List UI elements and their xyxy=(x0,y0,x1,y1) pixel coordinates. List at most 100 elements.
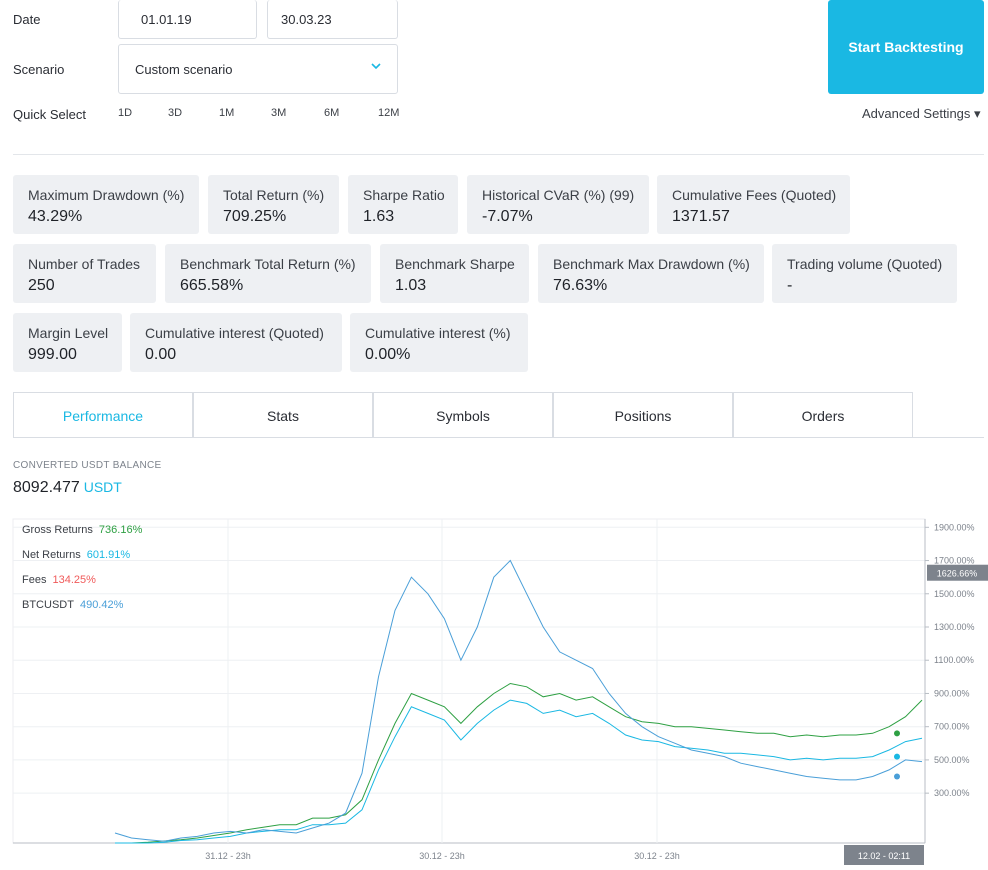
legend-gross-returns: Gross Returns 736.16% xyxy=(22,524,142,536)
quick-select-1d[interactable]: 1D xyxy=(118,107,133,119)
metric-title: Number of Trades xyxy=(28,256,141,272)
series-line-net-returns xyxy=(115,699,923,844)
crosshair-value-badge xyxy=(927,564,988,581)
series-line-gross-returns xyxy=(115,682,923,844)
metric-card-cumulative-interest-pct: Cumulative interest (%) 0.00% xyxy=(350,313,528,372)
legend-value: 134.25% xyxy=(52,574,96,586)
date-label: Date xyxy=(13,12,41,27)
metric-value: 1.63 xyxy=(363,208,395,225)
legend-label: Fees xyxy=(22,574,47,586)
metric-title: Sharpe Ratio xyxy=(363,187,445,203)
scenario-value: Custom scenario xyxy=(135,61,233,77)
quick-select-1m[interactable]: 1M xyxy=(219,107,235,119)
legend-value: 490.42% xyxy=(79,599,124,611)
metric-card-historical-cvar: Historical CVaR (%) (99) -7.07% xyxy=(467,175,649,234)
chevron-down-icon xyxy=(371,63,381,70)
legend-net-returns: Net Returns 601.91% xyxy=(22,549,130,561)
legend-btcusdt: BTCUSDT 490.42% xyxy=(22,599,123,611)
metric-value: 76.63% xyxy=(553,277,608,294)
metric-title: Total Return (%) xyxy=(223,187,325,203)
y-tick-label: 900.00% xyxy=(934,688,970,698)
tab-performance[interactable]: Performance xyxy=(13,392,193,438)
tab-positions[interactable]: Positions xyxy=(553,392,733,438)
metric-card-cumulative-fees: Cumulative Fees (Quoted) 1371.57 xyxy=(657,175,850,234)
scenario-label: Scenario xyxy=(13,62,65,77)
metric-title: Benchmark Sharpe xyxy=(395,256,515,272)
metric-title: Benchmark Max Drawdown (%) xyxy=(553,256,750,272)
x-tick-label: 31.12 - 23h xyxy=(205,851,251,861)
legend-fees: Fees 134.25% xyxy=(22,574,96,586)
crosshair-value-label: 1626.66% xyxy=(937,569,978,579)
legend-label: Net Returns xyxy=(22,549,81,561)
legend-value: 601.91% xyxy=(86,549,131,561)
metric-card-trading-volume: Trading volume (Quoted) - xyxy=(772,244,957,303)
performance-chart[interactable]: 300.00% 500.00% 700.00% 900.00% 1100.00% 1300… xyxy=(0,505,988,870)
metric-card-margin-level: Margin Level 999.00 xyxy=(13,313,122,372)
y-tick-label: 1500.00% xyxy=(934,589,975,599)
metric-card-benchmark-max-drawdown: Benchmark Max Drawdown (%) 76.63% xyxy=(538,244,764,303)
metric-card-max-drawdown: Maximum Drawdown (%) 43.29% xyxy=(13,175,199,234)
advanced-settings-toggle[interactable]: Advanced Settings ▾ xyxy=(862,106,981,121)
quick-select-label: Quick Select xyxy=(13,107,86,122)
metric-value: 1371.57 xyxy=(672,208,730,225)
series-marker-btcusdt xyxy=(894,773,900,780)
metric-card-total-return: Total Return (%) 709.25% xyxy=(208,175,339,234)
metric-value: 665.58% xyxy=(180,277,244,294)
metric-value: 250 xyxy=(28,277,55,294)
date-to-input[interactable]: 30.03.23 xyxy=(267,0,398,39)
series-marker-net-returns xyxy=(894,753,900,760)
metric-card-benchmark-total-return: Benchmark Total Return (%) 665.58% xyxy=(165,244,371,303)
y-tick-label: 500.00% xyxy=(934,755,970,765)
y-tick-label: 1700.00% xyxy=(934,556,975,566)
metric-value: 0.00% xyxy=(365,346,411,363)
tab-bar-underline xyxy=(13,437,984,438)
date-from-input[interactable]: 01.01.19 xyxy=(118,0,257,39)
balance-value-row: 8092.477 USDT xyxy=(13,479,122,497)
quick-select-3m[interactable]: 3M xyxy=(271,107,287,119)
scenario-select[interactable]: Custom scenario xyxy=(118,44,398,94)
x-tick-label: 30.12 - 23h xyxy=(634,851,680,861)
legend-value: 736.16% xyxy=(98,524,143,536)
tab-symbols[interactable]: Symbols xyxy=(373,392,553,438)
series-line-btcusdt xyxy=(114,559,923,842)
section-divider xyxy=(13,154,984,155)
y-tick-label: 300.00% xyxy=(934,788,970,798)
y-tick-label: 1100.00% xyxy=(934,655,974,665)
metric-value: 0.00 xyxy=(145,346,177,363)
quick-select-3d[interactable]: 3D xyxy=(168,107,183,119)
legend-label: BTCUSDT xyxy=(22,599,74,611)
metric-title: Maximum Drawdown (%) xyxy=(28,187,185,203)
x-tick-label: 30.12 - 23h xyxy=(419,851,465,861)
metric-title: Cumulative interest (Quoted) xyxy=(145,325,324,341)
tab-orders[interactable]: Orders xyxy=(733,392,913,438)
balance-title: CONVERTED USDT BALANCE xyxy=(13,460,162,471)
y-tick-label: 1900.00% xyxy=(934,522,975,532)
metric-title: Historical CVaR (%) (99) xyxy=(482,187,635,203)
metric-value: - xyxy=(787,277,793,294)
metric-title: Cumulative Fees (Quoted) xyxy=(672,187,837,203)
metric-title: Benchmark Total Return (%) xyxy=(180,256,356,272)
balance-value: 8092.477 xyxy=(13,479,80,496)
metric-card-number-of-trades: Number of Trades 250 xyxy=(13,244,156,303)
y-tick-label: 700.00% xyxy=(934,722,970,732)
balance-unit: USDT xyxy=(83,479,122,495)
crosshair-time-label: 12.02 - 02:11 xyxy=(858,851,910,861)
tab-stats[interactable]: Stats xyxy=(193,392,373,438)
start-backtesting-button[interactable]: Start Backtesting xyxy=(828,0,984,94)
metric-value: 709.25% xyxy=(223,208,287,225)
metric-value: 999.00 xyxy=(28,346,77,363)
series-marker-gross-returns xyxy=(894,730,900,737)
metric-title: Trading volume (Quoted) xyxy=(787,256,943,272)
metric-title: Cumulative interest (%) xyxy=(365,325,511,341)
plot-frame xyxy=(12,518,926,844)
metric-card-benchmark-sharpe: Benchmark Sharpe 1.03 xyxy=(380,244,529,303)
metric-title: Margin Level xyxy=(28,325,109,341)
y-tick-label: 1300.00% xyxy=(934,622,975,632)
metric-card-sharpe-ratio: Sharpe Ratio 1.63 xyxy=(348,175,458,234)
legend-label: Gross Returns xyxy=(22,524,93,536)
crosshair-time-badge xyxy=(844,845,924,865)
quick-select-6m[interactable]: 6M xyxy=(324,107,340,119)
metric-value: -7.07% xyxy=(482,208,533,225)
quick-select-12m[interactable]: 12M xyxy=(378,107,400,119)
